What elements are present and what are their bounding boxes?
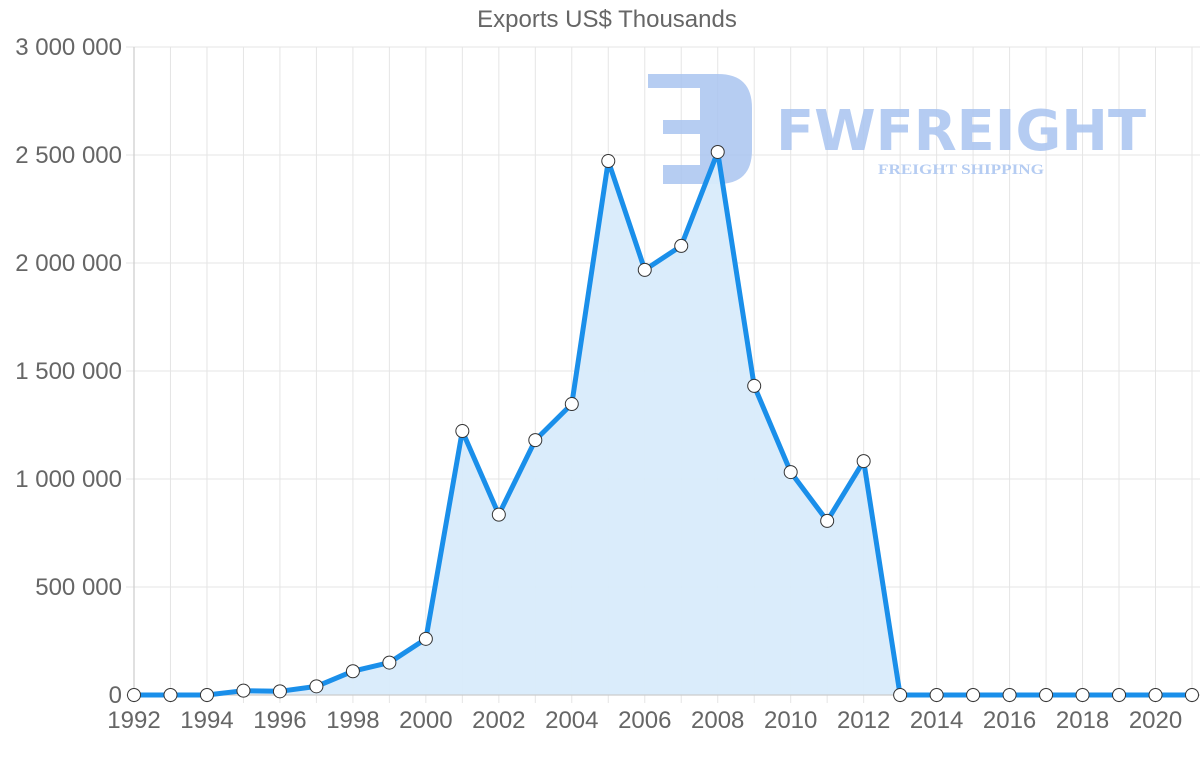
watermark-logo: FWFREIGHT FREIGHT SHIPPING [648,74,1146,184]
y-tick-label: 3 000 000 [15,34,122,61]
y-tick-label: 2 500 000 [15,142,122,169]
data-point-2012[interactable] [856,454,871,469]
data-point-2020[interactable] [1148,688,1163,702]
fw-logo-icon [648,74,752,184]
x-tick-label: 1996 [253,707,306,734]
y-tick-label: 0 [109,682,122,709]
y-tick-label: 1 000 000 [15,466,122,493]
data-points [127,144,1199,702]
area-fill [134,152,1192,695]
x-tick-label: 2016 [983,707,1036,734]
data-point-2018[interactable] [1075,688,1090,702]
data-point-1992[interactable] [127,688,141,702]
data-point-2014[interactable] [929,688,944,702]
x-tick-label: 2002 [472,707,525,734]
data-point-2009[interactable] [747,378,762,393]
data-point-2004[interactable] [564,397,579,412]
watermark-tagline: FREIGHT SHIPPING [878,162,1044,178]
data-point-1998[interactable] [345,664,360,679]
x-tick-label: 2020 [1129,707,1182,734]
y-tick-label: 500 000 [35,574,122,601]
data-point-1999[interactable] [382,655,397,670]
data-point-1997[interactable] [309,679,324,694]
data-point-1993[interactable] [163,688,178,702]
data-point-2019[interactable] [1112,688,1127,702]
x-tick-label: 1994 [180,707,233,734]
data-point-1995[interactable] [236,683,251,698]
data-point-2003[interactable] [528,433,543,448]
data-point-2007[interactable] [674,238,689,253]
x-tick-label: 2006 [618,707,671,734]
data-point-2005[interactable] [601,154,616,169]
y-tick-label: 1 500 000 [15,358,122,385]
x-axis-ticks: 1992 1994 1996 1998 2000 2002 2004 2006 2008 2010… [107,707,1182,734]
x-tick-label: 2010 [764,707,817,734]
data-point-2002[interactable] [491,507,506,522]
x-tick-label: 1998 [326,707,379,734]
data-point-2015[interactable] [966,688,981,702]
x-tick-label: 1992 [107,707,160,734]
x-tick-label: 2000 [399,707,452,734]
data-point-2006[interactable] [637,262,652,277]
data-point-2011[interactable] [820,513,835,528]
data-point-2017[interactable] [1039,688,1054,702]
data-point-2010[interactable] [783,465,798,480]
x-tick-label: 2008 [691,707,744,734]
watermark-brand: FWFREIGHT [776,99,1146,164]
x-tick-label: 2012 [837,707,890,734]
data-point-2000[interactable] [418,631,433,646]
x-tick-label: 2004 [545,707,598,734]
y-axis-ticks: 0 500 000 1 000 000 1 500 000 2 000 000 2 500… [15,34,122,709]
data-point-1996[interactable] [272,684,287,699]
data-point-2008[interactable] [710,144,725,159]
data-point-2016[interactable] [1002,688,1017,702]
chart-title: Exports US$ Thousands [477,6,737,33]
data-point-2021[interactable] [1185,688,1199,702]
x-tick-label: 2014 [910,707,963,734]
data-point-2013[interactable] [893,688,908,702]
data-point-2001[interactable] [455,424,470,439]
y-tick-label: 2 000 000 [15,250,122,277]
x-tick-label: 2018 [1056,707,1109,734]
data-point-1994[interactable] [199,688,214,702]
